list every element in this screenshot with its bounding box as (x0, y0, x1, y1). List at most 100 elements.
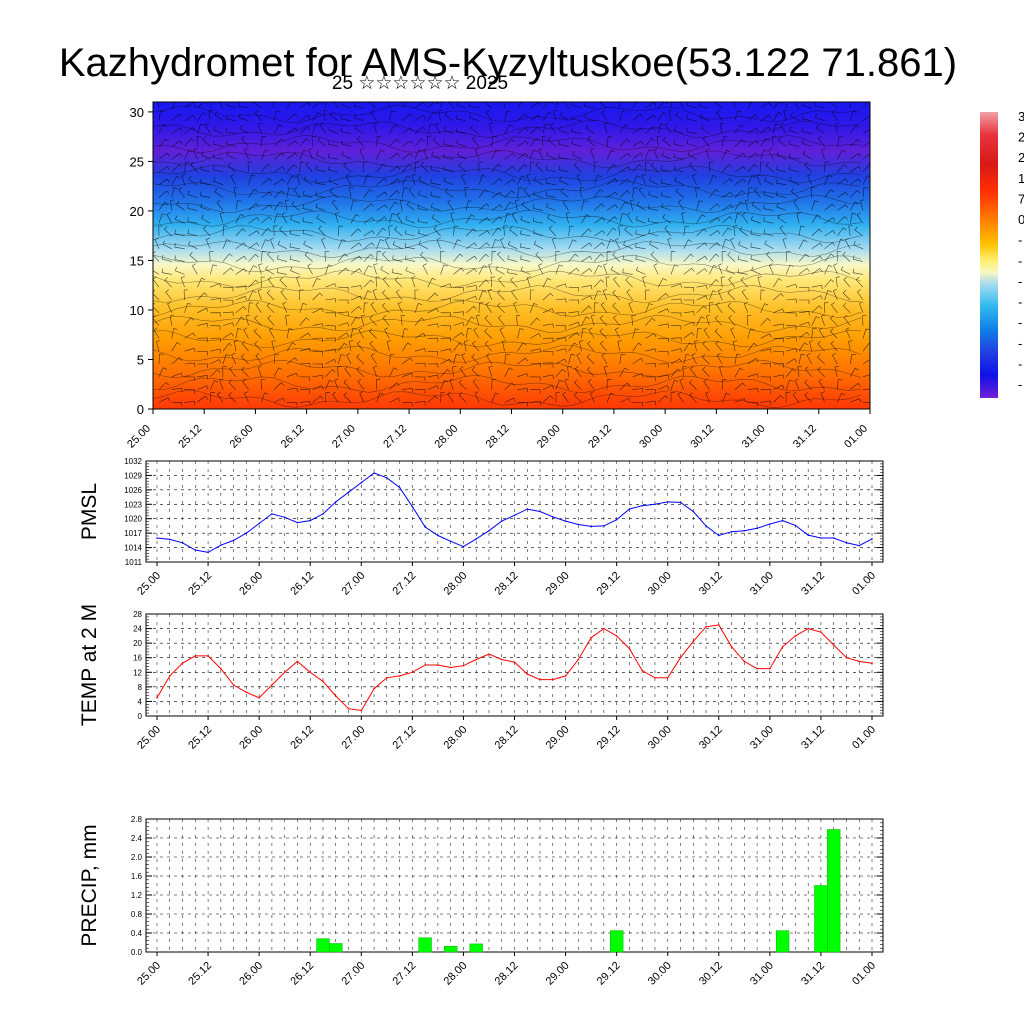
wind-barb-1002 (798, 321, 811, 326)
wind-barb-290 (286, 164, 298, 173)
wind-barb-1225 (785, 368, 796, 377)
wind-barb-783 (852, 268, 864, 275)
wind-barb-19 (401, 102, 412, 109)
wind-barb-328 (765, 162, 774, 173)
precip-y-tick-label-3: 1.2 (131, 891, 143, 900)
wind-barb-1227 (804, 366, 813, 377)
wind-barb-175 (241, 136, 249, 147)
temp-point-16 (360, 709, 363, 712)
wind-barb-789 (222, 286, 234, 292)
wind-barb-718 (737, 255, 748, 262)
wind-barb-191 (443, 140, 454, 147)
wind-barb-998 (746, 315, 752, 326)
wind-barb-1030 (440, 337, 452, 342)
wind-barb-406 (329, 188, 339, 198)
wind-barb-719 (750, 255, 761, 262)
wind-barb-977 (475, 314, 481, 326)
temp-x-tick-label-6: 28.00 (442, 724, 470, 752)
colorbar-label-11: - (1018, 336, 1022, 351)
wind-barb-307 (504, 166, 516, 173)
wind-barb-1013 (222, 332, 234, 339)
wind-barb-727 (852, 255, 864, 262)
temp-point-2 (181, 662, 184, 664)
wind-barb-79 (444, 111, 454, 122)
wind-barb-857 (372, 288, 377, 301)
wind-barb-250 (491, 149, 500, 160)
wind-barb-500 (824, 203, 836, 211)
wind-barb-481 (581, 200, 588, 211)
wind-barb-610 (798, 225, 805, 237)
wind-barb-346 (286, 175, 296, 185)
contour-line-8 (153, 225, 862, 244)
wind-barb-1229 (834, 365, 839, 377)
pmsl-point-0 (156, 537, 158, 539)
wind-barb-422 (533, 190, 544, 198)
pmsl-point-3 (194, 549, 197, 551)
wind-barb-77 (427, 111, 437, 121)
wind-barb-152 (665, 122, 672, 134)
contour-line-7 (153, 209, 862, 228)
wind-barb-942 (743, 301, 749, 313)
wind-barb-572 (302, 229, 313, 237)
wind-barb-162 (789, 126, 800, 134)
wind-barb-863 (453, 299, 464, 305)
pmsl-x-tick-label-1: 25.12 (186, 570, 214, 598)
wind-barb-1188 (312, 374, 324, 380)
pmsl-point-6 (232, 539, 235, 542)
wind-barb-252 (517, 152, 529, 160)
wind-barb-830 (740, 276, 749, 288)
wind-barb-900 (210, 312, 221, 317)
wind-barb-471 (447, 199, 454, 211)
wind-barb-1111 (760, 348, 772, 353)
wind-barb-1092 (517, 342, 527, 352)
wind-barb-699 (497, 251, 505, 262)
cs-x-tick-label-10: 30.00 (637, 423, 665, 451)
temp-point-29 (526, 673, 529, 675)
wind-barb-551 (750, 216, 761, 224)
wind-barb-765 (622, 268, 633, 275)
wind-barb-1053 (730, 327, 736, 339)
wind-barb-563 (187, 229, 198, 237)
wind-barb-946 (798, 311, 810, 316)
wind-barb-729 (161, 268, 172, 275)
wind-barb-203 (606, 136, 613, 147)
colorbar-label-4: 7 (1018, 191, 1024, 206)
wind-barb-1088 (464, 340, 469, 352)
wind-barb-244 (414, 149, 423, 160)
pmsl-point-54 (845, 542, 848, 544)
wind-barb-311 (545, 165, 556, 173)
wind-barb-1295 (244, 391, 249, 403)
wind-barb-149 (632, 127, 644, 134)
wind-barb-1260 (517, 388, 529, 393)
wind-barb-577 (376, 227, 387, 237)
colorbar-label-9: - (1018, 295, 1022, 310)
wind-barb-1007 (862, 315, 867, 326)
wind-barb-984 (568, 321, 580, 327)
temp-point-55 (858, 660, 860, 663)
wind-barb-1034 (484, 328, 493, 339)
wind-barb-636 (404, 243, 416, 250)
wind-barb-1083 (401, 342, 412, 352)
wind-barb-768 (670, 264, 679, 275)
wind-barb-432 (660, 191, 672, 198)
wind-barb-57 (171, 113, 183, 122)
wind-barb-862 (440, 298, 452, 303)
cs-y-tick-label-1: 5 (137, 352, 144, 367)
wind-barb-806 (440, 283, 452, 288)
wind-barb-625 (269, 237, 275, 249)
wind-barb-1232 (158, 381, 170, 390)
wind-barb-1181 (222, 366, 227, 377)
wind-barb-440 (763, 190, 774, 198)
wind-barb-778 (798, 267, 810, 275)
wind-barb-710 (635, 255, 646, 262)
wind-barb-329 (776, 165, 787, 173)
wind-barb-837 (835, 276, 841, 288)
wind-barb-609 (779, 225, 787, 237)
wind-barb-297 (376, 163, 387, 173)
contour-line-10 (153, 254, 862, 274)
wind-barb-588 (509, 226, 518, 237)
wind-barb-1335 (760, 400, 772, 406)
pmsl-point-11 (296, 521, 299, 524)
wind-barb-171 (196, 136, 202, 147)
